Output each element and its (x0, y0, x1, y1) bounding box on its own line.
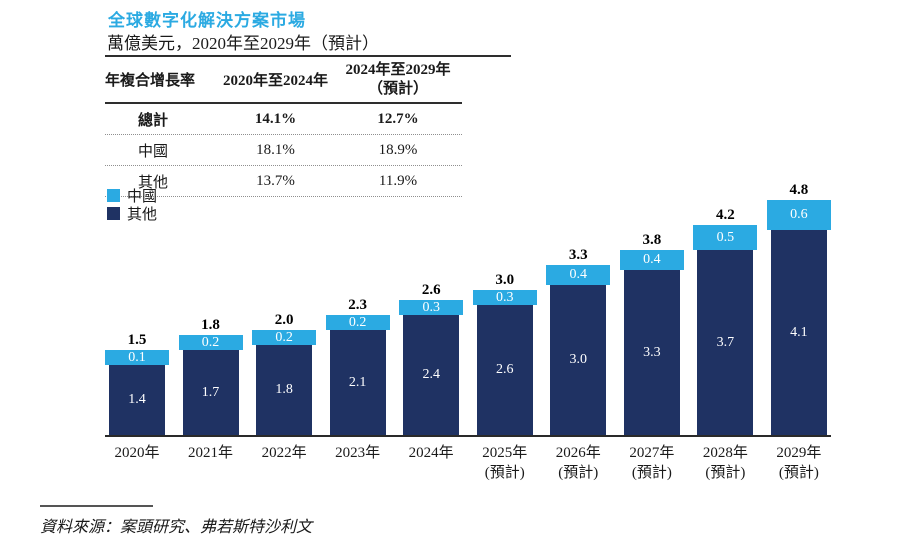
x-axis-label: 2020年 (114, 445, 160, 461)
table-row-others: 其他 13.7% 11.9% (105, 166, 462, 197)
bar-group: 3.0 0.3 2.6 2025年 (預計) (472, 272, 537, 481)
bar-group: 3.3 0.4 3.0 2026年 (預計) (546, 247, 611, 481)
x-axis-label: 2022年 (261, 445, 307, 461)
bar-total-label: 3.3 (568, 247, 588, 263)
x-axis-label: 2024年 (408, 445, 454, 461)
bar-group: 3.8 0.4 3.3 2027年 (預計) (619, 232, 684, 481)
x-axis-label: 2021年 (188, 445, 234, 461)
bar-segment-others: 2.4 (403, 315, 460, 435)
bar-segment-others: 1.8 (256, 345, 313, 435)
source-divider (40, 505, 153, 507)
table-row-china: 中國 18.1% 18.9% (105, 135, 462, 166)
bar-group: 4.8 0.6 4.1 2029年 (預計) (766, 182, 831, 481)
chart-title: 全球數字化解決方案市場 (108, 11, 306, 30)
bar-total-label: 2.3 (348, 297, 368, 313)
bar-segment-china: 0.2 (325, 315, 390, 330)
cagr-header-metric: 年複合增長率 (105, 73, 196, 90)
row-value-2024-2029: 11.9% (378, 172, 418, 189)
bar-group: 2.3 0.2 2.1 2023年 (325, 297, 390, 461)
row-value-2024-2029: 18.9% (378, 141, 418, 158)
legend-label: 中國 (127, 189, 158, 205)
x-axis-label: 2029年 (預計) (776, 445, 822, 482)
plot-area: 1.5 0.1 1.4 2020年 1.8 0.2 1.7 2021年 2.0 0.2 1.8 202… (105, 175, 831, 481)
bar-segment-china: 0.6 (766, 200, 831, 230)
cagr-header-2024-2029-line1: 2024年至2029年 (345, 62, 451, 78)
x-axis-label: 2026年 (預計) (555, 445, 601, 482)
bar-segment-china: 0.5 (693, 225, 758, 250)
legend-item-china: 中國 (107, 187, 158, 205)
bar-segment-others: 2.6 (476, 305, 533, 435)
row-value-2024-2029: 12.7% (377, 110, 419, 127)
bar-group: 4.2 0.5 3.7 2028年 (預計) (693, 207, 758, 481)
cagr-header-2024-2029: 2024年至2029年 （預計） (334, 61, 462, 99)
row-value-2020-2024: 14.1% (254, 110, 297, 127)
others-color-swatch (107, 207, 120, 220)
bar-total-label: 1.5 (127, 332, 147, 348)
x-axis-label: 2028年 (預計) (702, 445, 748, 482)
bar-group: 2.0 0.2 1.8 2022年 (252, 312, 317, 461)
cagr-table-header: 年複合增長率 2020年至2024年 2024年至2029年 （預計） (105, 57, 462, 104)
bar-segment-china: 0.3 (399, 300, 464, 315)
table-top-rule (105, 55, 511, 57)
bar-total-label: 3.0 (495, 272, 515, 288)
bar-segment-others: 3.0 (550, 285, 607, 435)
bar-segment-china: 0.2 (252, 330, 317, 345)
row-label: 中國 (138, 143, 169, 160)
market-bar-chart: 1.5 0.1 1.4 2020年 1.8 0.2 1.7 2021年 2.0 0.2 1.8 202… (105, 175, 831, 481)
bar-total-label: 4.2 (716, 207, 735, 223)
row-value-2020-2024: 13.7% (256, 172, 295, 189)
row-label: 其他 (138, 174, 169, 191)
source-note: 資料來源：案頭研究、弗若斯特沙利文 (40, 519, 313, 536)
legend-item-others: 其他 (107, 205, 158, 223)
bar-segment-china: 0.4 (546, 265, 611, 285)
bar-segment-others: 4.1 (770, 230, 827, 435)
row-label: 總計 (138, 112, 169, 129)
x-axis-label: 2025年 (預計) (482, 445, 528, 482)
bar-segment-others: 1.4 (109, 365, 165, 435)
chart-legend: 中國 其他 (107, 187, 157, 223)
cagr-header-2024-2029-line2: （預計） (367, 80, 428, 97)
bar-segment-china: 0.3 (472, 290, 537, 305)
x-axis-label: 2027年 (預計) (629, 445, 675, 482)
legend-label: 其他 (127, 207, 158, 223)
bar-total-label: 4.8 (789, 182, 809, 198)
bar-segment-others: 1.7 (182, 350, 239, 435)
bar-group: 1.5 0.1 1.4 2020年 (105, 332, 169, 461)
china-color-swatch (107, 189, 120, 202)
bar-segment-china: 0.1 (105, 350, 169, 365)
bar-segment-others: 2.1 (329, 330, 386, 435)
x-axis-label: 2023年 (335, 445, 381, 461)
bar-group: 1.8 0.2 1.7 2021年 (178, 317, 243, 461)
cagr-header-2020-2024: 2020年至2024年 (222, 73, 328, 90)
cagr-table: 年複合增長率 2020年至2024年 2024年至2029年 （預計） 總計 1… (105, 57, 462, 197)
bar-segment-others: 3.7 (697, 250, 754, 435)
bar-total-label: 3.8 (642, 232, 662, 248)
row-value-2020-2024: 18.1% (256, 141, 295, 158)
bar-total-label: 1.8 (201, 317, 220, 333)
table-row-total: 總計 14.1% 12.7% (105, 104, 462, 135)
bar-total-label: 2.6 (421, 282, 441, 298)
bar-total-label: 2.0 (274, 312, 294, 328)
bar-group: 2.6 0.3 2.4 2024年 (399, 282, 464, 461)
bar-segment-china: 0.4 (619, 250, 684, 270)
bar-segment-china: 0.2 (178, 335, 243, 350)
bar-segment-others: 3.3 (623, 270, 680, 435)
chart-subtitle: 萬億美元，2020年至2029年（預計） (107, 34, 379, 53)
